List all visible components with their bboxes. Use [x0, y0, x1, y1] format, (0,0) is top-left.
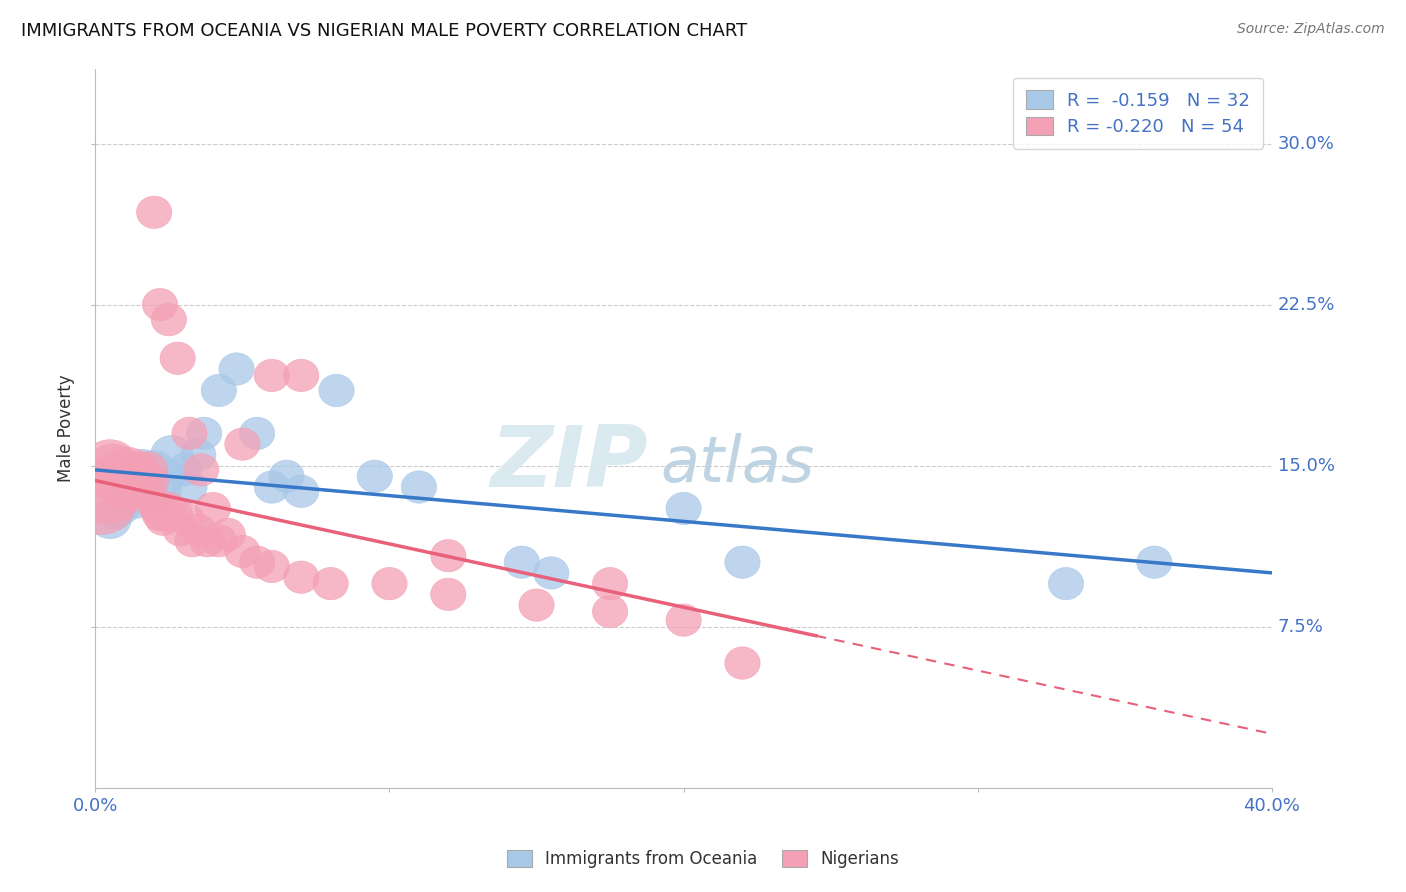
Ellipse shape	[225, 428, 260, 460]
Text: IMMIGRANTS FROM OCEANIA VS NIGERIAN MALE POVERTY CORRELATION CHART: IMMIGRANTS FROM OCEANIA VS NIGERIAN MALE…	[21, 22, 748, 40]
Ellipse shape	[139, 492, 174, 524]
Ellipse shape	[195, 492, 231, 524]
Ellipse shape	[110, 482, 145, 514]
Ellipse shape	[725, 647, 761, 679]
Ellipse shape	[505, 546, 540, 578]
Text: atlas: atlas	[659, 433, 814, 495]
Text: 15.0%: 15.0%	[1278, 457, 1334, 475]
Ellipse shape	[136, 486, 172, 518]
Ellipse shape	[1049, 567, 1084, 599]
Ellipse shape	[254, 359, 290, 392]
Text: Source: ZipAtlas.com: Source: ZipAtlas.com	[1237, 22, 1385, 37]
Ellipse shape	[134, 465, 169, 497]
Ellipse shape	[519, 589, 554, 621]
Ellipse shape	[157, 497, 193, 529]
Ellipse shape	[163, 514, 198, 546]
Ellipse shape	[101, 467, 143, 507]
Ellipse shape	[142, 499, 177, 531]
Ellipse shape	[148, 499, 184, 531]
Ellipse shape	[66, 470, 136, 534]
Ellipse shape	[190, 524, 225, 557]
Ellipse shape	[112, 454, 148, 486]
Ellipse shape	[110, 463, 152, 502]
Ellipse shape	[160, 343, 195, 375]
Ellipse shape	[136, 196, 172, 228]
Ellipse shape	[430, 540, 465, 572]
Ellipse shape	[134, 450, 176, 490]
Ellipse shape	[357, 460, 392, 492]
Ellipse shape	[592, 567, 627, 599]
Ellipse shape	[254, 550, 290, 582]
Ellipse shape	[125, 475, 165, 512]
Ellipse shape	[172, 417, 207, 450]
Ellipse shape	[112, 452, 155, 491]
Ellipse shape	[666, 604, 702, 636]
Ellipse shape	[115, 457, 157, 496]
Ellipse shape	[666, 492, 702, 524]
Ellipse shape	[125, 450, 160, 482]
Ellipse shape	[94, 458, 143, 503]
Ellipse shape	[201, 375, 236, 407]
Ellipse shape	[139, 472, 181, 511]
Ellipse shape	[725, 546, 761, 578]
Ellipse shape	[172, 471, 207, 503]
Ellipse shape	[201, 524, 236, 557]
Ellipse shape	[187, 417, 222, 450]
Ellipse shape	[592, 595, 627, 628]
Ellipse shape	[152, 303, 187, 335]
Ellipse shape	[152, 492, 187, 524]
Ellipse shape	[104, 472, 146, 511]
Ellipse shape	[174, 524, 209, 557]
Ellipse shape	[225, 535, 260, 567]
Ellipse shape	[98, 497, 134, 529]
Ellipse shape	[401, 471, 436, 503]
Ellipse shape	[142, 288, 177, 321]
Ellipse shape	[319, 375, 354, 407]
Ellipse shape	[219, 353, 254, 385]
Ellipse shape	[120, 486, 155, 518]
Ellipse shape	[284, 475, 319, 508]
Ellipse shape	[254, 471, 290, 503]
Ellipse shape	[284, 359, 319, 392]
Ellipse shape	[169, 503, 204, 535]
Text: 7.5%: 7.5%	[1278, 617, 1323, 636]
Ellipse shape	[184, 454, 219, 486]
Ellipse shape	[180, 439, 217, 471]
Ellipse shape	[131, 460, 166, 492]
Ellipse shape	[72, 459, 142, 524]
Ellipse shape	[150, 435, 193, 475]
Ellipse shape	[145, 503, 180, 535]
Y-axis label: Male Poverty: Male Poverty	[58, 375, 75, 482]
Ellipse shape	[128, 451, 169, 488]
Ellipse shape	[104, 492, 139, 524]
Ellipse shape	[180, 514, 217, 546]
Ellipse shape	[120, 451, 159, 488]
Ellipse shape	[284, 561, 319, 593]
Text: ZIP: ZIP	[491, 423, 648, 506]
Text: 30.0%: 30.0%	[1278, 135, 1334, 153]
Ellipse shape	[82, 440, 138, 491]
Ellipse shape	[122, 469, 162, 505]
Ellipse shape	[1136, 546, 1173, 578]
Ellipse shape	[314, 567, 349, 599]
Ellipse shape	[84, 444, 141, 496]
Ellipse shape	[166, 454, 201, 486]
Ellipse shape	[534, 557, 569, 589]
Text: 22.5%: 22.5%	[1278, 295, 1336, 314]
Ellipse shape	[430, 578, 465, 610]
Legend: Immigrants from Oceania, Nigerians: Immigrants from Oceania, Nigerians	[501, 843, 905, 875]
Ellipse shape	[239, 417, 274, 450]
Ellipse shape	[103, 447, 152, 492]
Ellipse shape	[209, 518, 245, 550]
Ellipse shape	[89, 500, 131, 539]
Ellipse shape	[115, 467, 152, 499]
Ellipse shape	[91, 454, 141, 499]
Ellipse shape	[239, 546, 274, 578]
Ellipse shape	[371, 567, 408, 599]
Legend: R =  -0.159   N = 32, R = -0.220   N = 54: R = -0.159 N = 32, R = -0.220 N = 54	[1014, 78, 1263, 149]
Ellipse shape	[269, 460, 304, 492]
Ellipse shape	[146, 458, 186, 494]
